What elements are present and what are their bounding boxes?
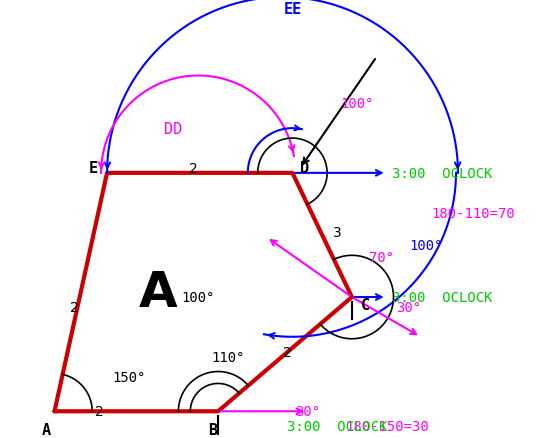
Text: 110°: 110° [211,350,245,364]
Text: A: A [42,422,51,437]
Text: 100°: 100° [410,239,443,253]
Text: 180-110=70: 180-110=70 [431,206,515,220]
Text: DD: DD [164,121,183,136]
Text: EE: EE [284,3,302,18]
Text: C: C [361,298,371,313]
Text: 2: 2 [189,162,198,176]
Text: 2: 2 [70,300,79,314]
Text: 3:00  OCLOCK: 3:00 OCLOCK [287,419,388,433]
Text: 30°: 30° [396,300,421,314]
Text: D: D [300,161,309,176]
Text: B: B [208,422,217,437]
Text: E: E [89,161,98,176]
Text: 100°: 100° [340,97,374,111]
Text: 70°: 70° [369,251,394,265]
Text: 2: 2 [95,404,104,418]
Text: 150°: 150° [112,370,146,384]
Text: 180-150=30: 180-150=30 [345,419,429,433]
Text: A: A [139,268,178,316]
Text: 3:00  OCLOCK: 3:00 OCLOCK [391,166,492,180]
Text: 3:00  OCLOCK: 3:00 OCLOCK [391,290,492,304]
Text: 100°: 100° [182,290,215,304]
Text: 30°: 30° [295,404,320,418]
Text: 2: 2 [283,345,292,359]
Text: 3: 3 [332,226,342,240]
